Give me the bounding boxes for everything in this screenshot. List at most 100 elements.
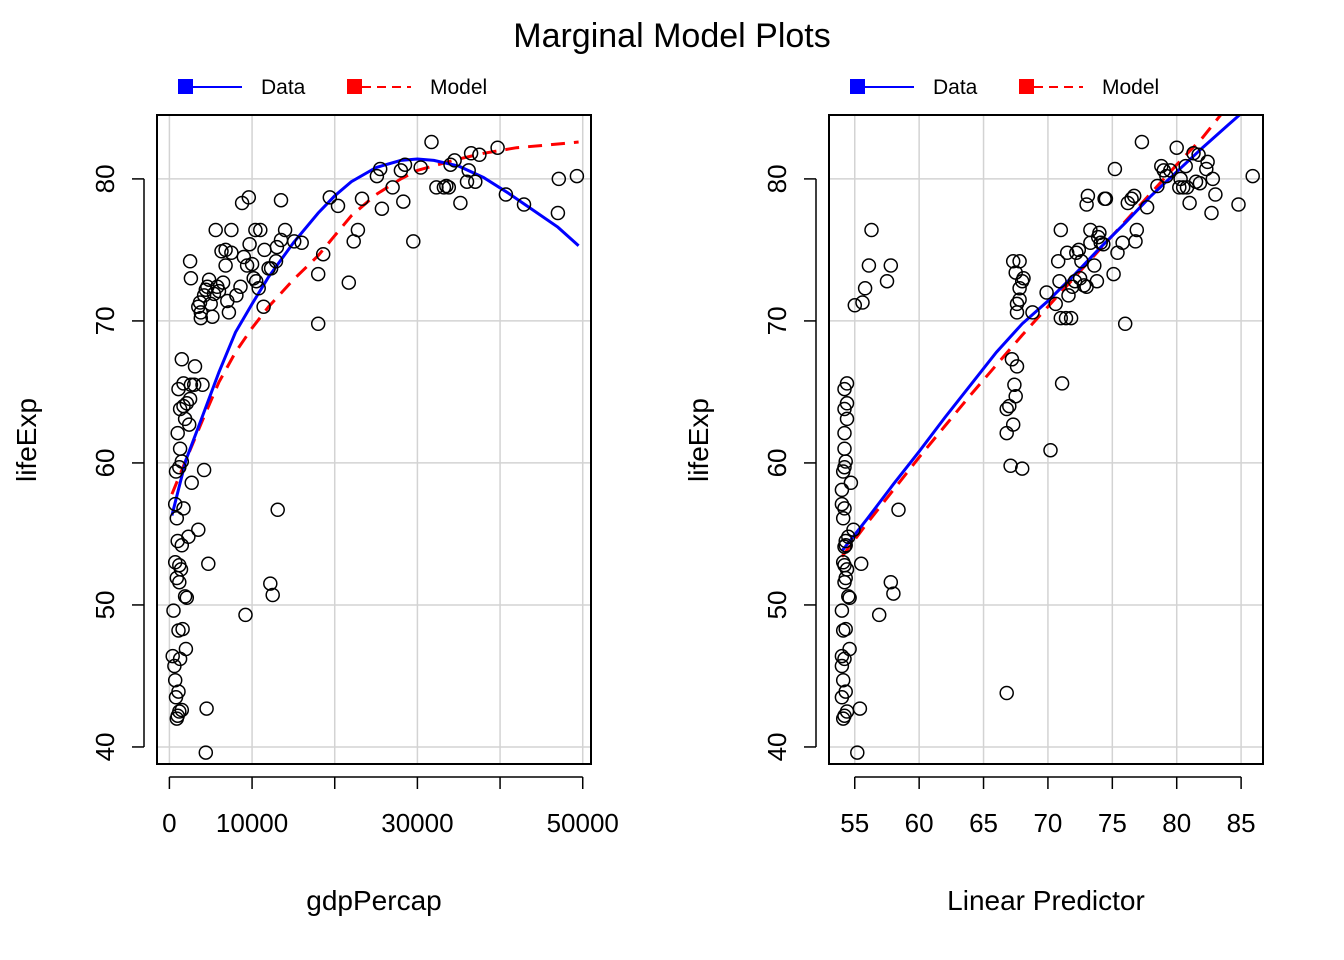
data-curve <box>840 115 1242 552</box>
data-point <box>208 222 223 238</box>
data-point <box>1129 222 1145 238</box>
data-point <box>569 168 585 184</box>
y-axis: 40 50 60 70 80 <box>90 164 145 761</box>
data-point <box>286 234 302 249</box>
data-point <box>191 522 206 537</box>
y-tick-label: 60 <box>762 448 792 477</box>
data-point <box>201 272 217 287</box>
x-axis: 0 10000 30000 50000 <box>162 776 619 838</box>
data-point <box>170 425 185 441</box>
data-point <box>166 603 181 618</box>
data-point <box>1093 235 1108 251</box>
data-point <box>883 574 899 590</box>
data-point <box>184 475 199 491</box>
panel-gdppercap: Data Model gdpPercap lifeExp 0 10000 30000… <box>11 76 619 916</box>
x-tick-label: 50000 <box>547 808 619 838</box>
x-axis: 55 60 65 70 75 80 85 <box>840 776 1256 838</box>
data-point <box>221 305 237 320</box>
data-point <box>999 685 1014 701</box>
x-tick-label: 80 <box>1162 808 1191 838</box>
data-point <box>1052 273 1067 289</box>
legend-model-swatch <box>347 79 362 94</box>
data-point <box>211 283 227 299</box>
data-point <box>842 590 857 606</box>
x-tick-label: 30000 <box>381 808 453 838</box>
data-point <box>195 377 210 393</box>
data-point <box>436 180 452 195</box>
data-point <box>461 163 476 178</box>
data-point <box>165 648 180 664</box>
data-point <box>837 539 852 554</box>
legend-model-label: Model <box>1102 76 1159 99</box>
data-point <box>472 147 487 163</box>
data-point <box>182 254 198 269</box>
data-point <box>861 258 877 273</box>
data-point <box>839 396 855 411</box>
legend-data-label: Data <box>933 76 978 99</box>
data-point <box>1012 281 1027 296</box>
data-point <box>171 684 186 699</box>
data-point <box>1005 417 1021 432</box>
data-point <box>1163 163 1178 178</box>
data-point <box>172 574 187 590</box>
grid <box>829 115 1263 764</box>
data-point <box>1014 461 1030 476</box>
legend-model-swatch <box>1019 79 1034 94</box>
data-point <box>424 134 439 150</box>
data-point <box>835 672 851 688</box>
data-point <box>1200 154 1215 170</box>
data-point <box>1079 197 1094 212</box>
data-point <box>1175 180 1191 195</box>
data-point <box>172 441 188 456</box>
data-point <box>315 246 331 262</box>
data-point <box>550 205 566 221</box>
data-point <box>1080 188 1096 204</box>
data-point <box>229 288 244 303</box>
data-point <box>269 239 285 255</box>
data-point <box>179 396 195 411</box>
data-point <box>1098 191 1114 207</box>
data-point <box>215 275 231 290</box>
y-tick-label: 80 <box>762 164 792 193</box>
y-tick-label: 70 <box>762 306 792 335</box>
x-tick-label: 55 <box>840 808 869 838</box>
x-axis-title: Linear Predictor <box>947 885 1145 916</box>
data-point <box>171 623 186 638</box>
data-point <box>167 496 183 512</box>
x-tick-label: 75 <box>1098 808 1127 838</box>
data-point <box>1107 161 1123 177</box>
data-point <box>330 198 346 214</box>
data-point <box>201 556 216 572</box>
data-point <box>1199 161 1214 177</box>
data-point <box>883 258 899 273</box>
legend-data-swatch <box>178 79 193 94</box>
data-point <box>170 533 185 549</box>
data-point <box>178 641 194 657</box>
data-point <box>1061 288 1076 303</box>
plot-frame <box>156 114 592 765</box>
data-point <box>839 411 855 427</box>
data-point <box>447 153 462 168</box>
data-point <box>251 281 266 296</box>
data-point <box>413 160 428 175</box>
data-point <box>270 502 285 518</box>
data-point <box>369 168 385 184</box>
data-point <box>842 641 857 657</box>
data-point <box>1134 134 1150 150</box>
data-point <box>835 511 851 526</box>
data-point <box>1002 398 1017 414</box>
data-point <box>253 222 268 238</box>
data-point <box>174 702 190 718</box>
model-curve <box>170 140 579 495</box>
data-point <box>850 745 865 760</box>
data-point <box>187 359 203 374</box>
data-point <box>463 146 479 161</box>
data-point <box>257 242 272 258</box>
data-point <box>176 501 191 516</box>
data-point <box>1003 458 1018 474</box>
data-point <box>174 538 190 553</box>
data-point <box>834 496 850 512</box>
data-point <box>490 140 505 155</box>
data-point <box>837 425 852 441</box>
